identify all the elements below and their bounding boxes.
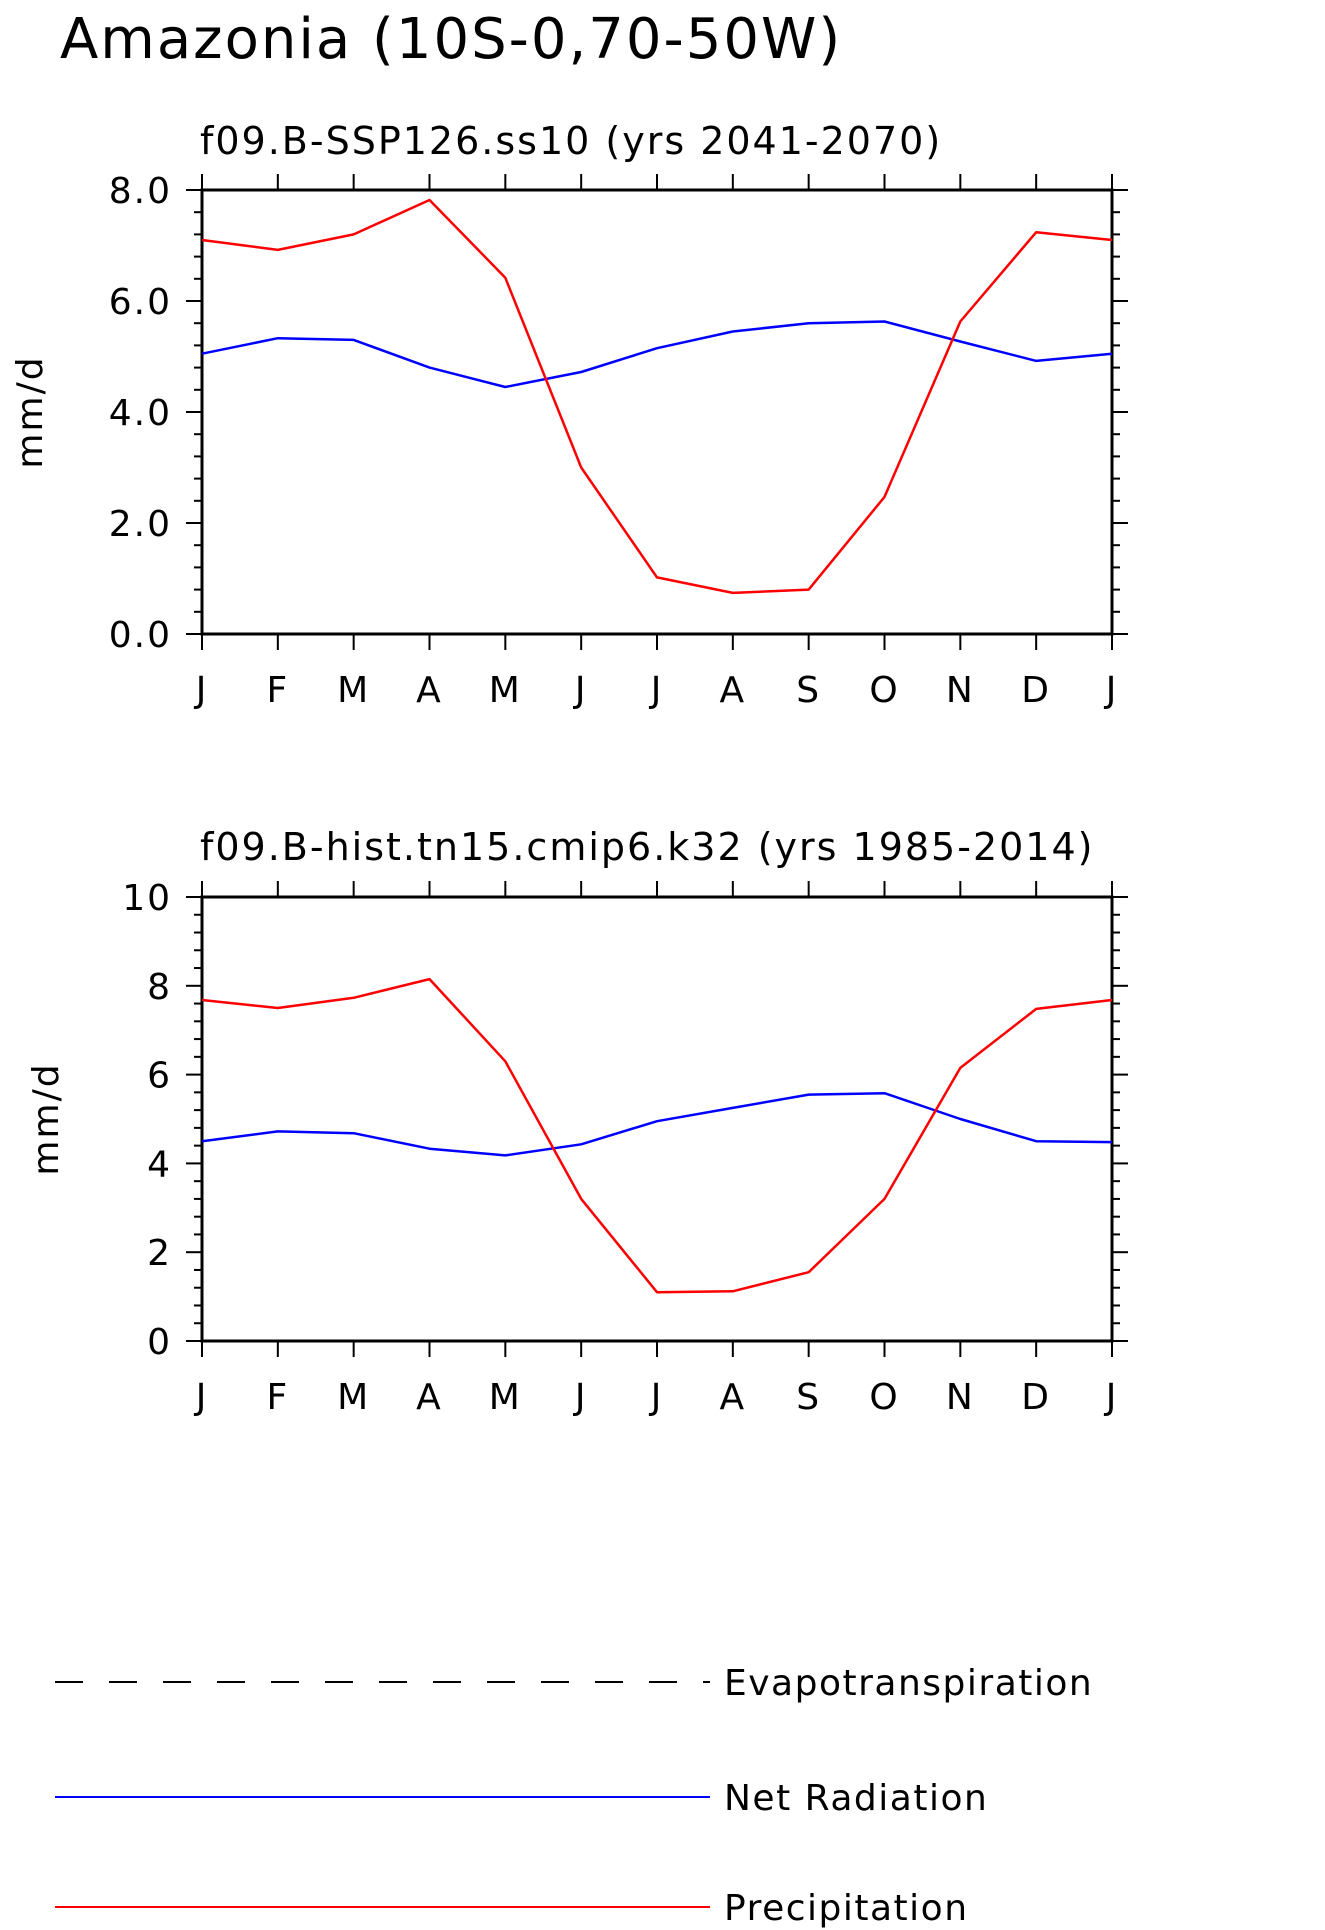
x-tick-label: A: [416, 670, 443, 711]
x-tick-label: A: [416, 1377, 443, 1418]
x-tick-label: J: [194, 1377, 209, 1418]
y-tick-label: 8: [147, 967, 172, 1008]
legend-label-net-radiation: Net Radiation: [724, 1778, 988, 1819]
y-tick-label: 0.0: [109, 615, 172, 656]
x-tick-label: A: [720, 670, 747, 711]
y-tick-label: 10: [122, 878, 172, 919]
y-tick-label: 2: [147, 1233, 172, 1274]
legend: Evapotranspiration Net Radiation Precipi…: [55, 1663, 1093, 1929]
x-tick-label: D: [1021, 670, 1051, 711]
x-tick-label: N: [946, 1377, 975, 1418]
x-tick-label: J: [194, 670, 209, 711]
x-tick-label: S: [796, 1377, 821, 1418]
x-tick-label: M: [337, 670, 370, 711]
legend-label-evapotranspiration: Evapotranspiration: [724, 1663, 1093, 1704]
y-tick-label: 8.0: [109, 171, 172, 212]
y-tick-label: 2.0: [109, 504, 172, 545]
x-tick-label: F: [266, 670, 289, 711]
chart-title: f09.B-SSP126.ss10 (yrs 2041-2070): [200, 119, 942, 163]
x-tick-label: D: [1021, 1377, 1051, 1418]
y-tick-label: 4: [147, 1144, 172, 1185]
x-tick-label: J: [573, 670, 588, 711]
plot-frame: [200, 895, 1114, 1343]
series-line-net-radiation: [201, 320, 1113, 389]
legend-label-precipitation: Precipitation: [724, 1888, 969, 1929]
chart-panel-ssp126: f09.B-SSP126.ss10 (yrs 2041-2070) J F M A M J J…: [10, 119, 1128, 711]
plot-frame: [200, 188, 1114, 636]
y-tick-label: 0: [147, 1322, 172, 1363]
x-tick-label: M: [489, 1377, 522, 1418]
series-line-precipitation: [201, 977, 1113, 1294]
x-tick-label: M: [337, 1377, 370, 1418]
chart-title: f09.B-hist.tn15.cmip6.k32 (yrs 1985-2014…: [200, 825, 1094, 869]
x-tick-label: A: [720, 1377, 747, 1418]
series-line-net-radiation: [201, 1091, 1113, 1157]
x-tick-label: S: [796, 670, 821, 711]
y-tick-label: 4.0: [109, 393, 172, 434]
x-tick-label: J: [573, 1377, 588, 1418]
x-tick-label: J: [649, 1377, 664, 1418]
x-tick-label: N: [946, 670, 975, 711]
x-tick-label: O: [869, 1377, 899, 1418]
x-tick-label: J: [1104, 1377, 1119, 1418]
series-line-precipitation: [201, 198, 1113, 595]
chart-panel-hist: f09.B-hist.tn15.cmip6.k32 (yrs 1985-2014…: [26, 825, 1128, 1418]
y-tick-label: 6.0: [109, 282, 172, 323]
x-tick-label: F: [266, 1377, 289, 1418]
x-tick-label: J: [649, 670, 664, 711]
x-tick-label: O: [869, 670, 899, 711]
main-title: Amazonia (10S-0,70-50W): [60, 7, 842, 72]
y-tick-label: 6: [147, 1056, 172, 1097]
y-axis-label: mm/d: [10, 355, 51, 468]
x-tick-label: J: [1104, 670, 1119, 711]
x-tick-label: M: [489, 670, 522, 711]
y-axis-label: mm/d: [26, 1062, 67, 1175]
